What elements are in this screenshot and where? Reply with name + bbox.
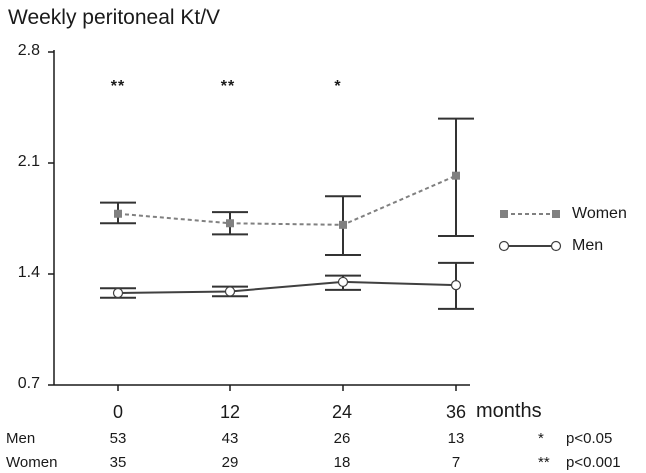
legend-marker-men bbox=[550, 240, 562, 252]
data-point-women bbox=[452, 171, 460, 180]
data-point-men bbox=[112, 287, 124, 299]
table-cell: 18 bbox=[333, 454, 351, 471]
y-tick-label: 2.8 bbox=[17, 42, 40, 59]
footnote-text: p<0.001 bbox=[566, 454, 621, 471]
x-tick-label: 36 bbox=[445, 402, 467, 422]
y-tick-label: 1.4 bbox=[17, 264, 40, 281]
y-tick-label: 0.7 bbox=[17, 375, 40, 392]
legend-marker-men bbox=[498, 240, 510, 252]
series-line-men bbox=[117, 280, 457, 295]
table-cell: 35 bbox=[109, 454, 127, 471]
data-point-men bbox=[337, 276, 349, 288]
significance-marker: ** bbox=[220, 78, 236, 95]
data-point-men bbox=[224, 286, 236, 297]
table-cell: 26 bbox=[333, 430, 351, 447]
data-point-women bbox=[339, 220, 347, 229]
x-tick-label: 24 bbox=[331, 402, 353, 422]
table-cell: 13 bbox=[447, 430, 465, 447]
footnote-text: p<0.05 bbox=[566, 430, 613, 447]
table-cell: 53 bbox=[109, 430, 127, 447]
footnote-symbol: ** bbox=[538, 454, 550, 471]
y-tick-label: 2.1 bbox=[17, 153, 40, 170]
legend-label-men: Men bbox=[572, 237, 604, 254]
table-cell: 7 bbox=[451, 454, 461, 471]
data-point-men bbox=[450, 280, 462, 291]
legend-marker-women bbox=[552, 210, 560, 218]
data-point-women bbox=[114, 209, 122, 218]
footnote-symbol: * bbox=[538, 430, 544, 447]
table-cell: 29 bbox=[221, 454, 239, 471]
significance-marker: * bbox=[334, 78, 342, 95]
significance-marker: ** bbox=[110, 78, 126, 95]
data-point-women bbox=[226, 219, 234, 228]
x-axis-label: months bbox=[476, 400, 542, 422]
x-tick-label: 12 bbox=[219, 402, 241, 422]
series-line-women bbox=[117, 174, 457, 226]
table-cell: 43 bbox=[221, 430, 239, 447]
x-tick-label: 0 bbox=[112, 402, 123, 422]
legend-marker-women bbox=[500, 210, 508, 218]
chart-title: Weekly peritoneal Kt/V bbox=[8, 6, 221, 29]
table-row-label-men: Men bbox=[6, 430, 36, 447]
table-row-label-women: Women bbox=[6, 454, 58, 471]
legend-label-women: Women bbox=[572, 205, 627, 222]
